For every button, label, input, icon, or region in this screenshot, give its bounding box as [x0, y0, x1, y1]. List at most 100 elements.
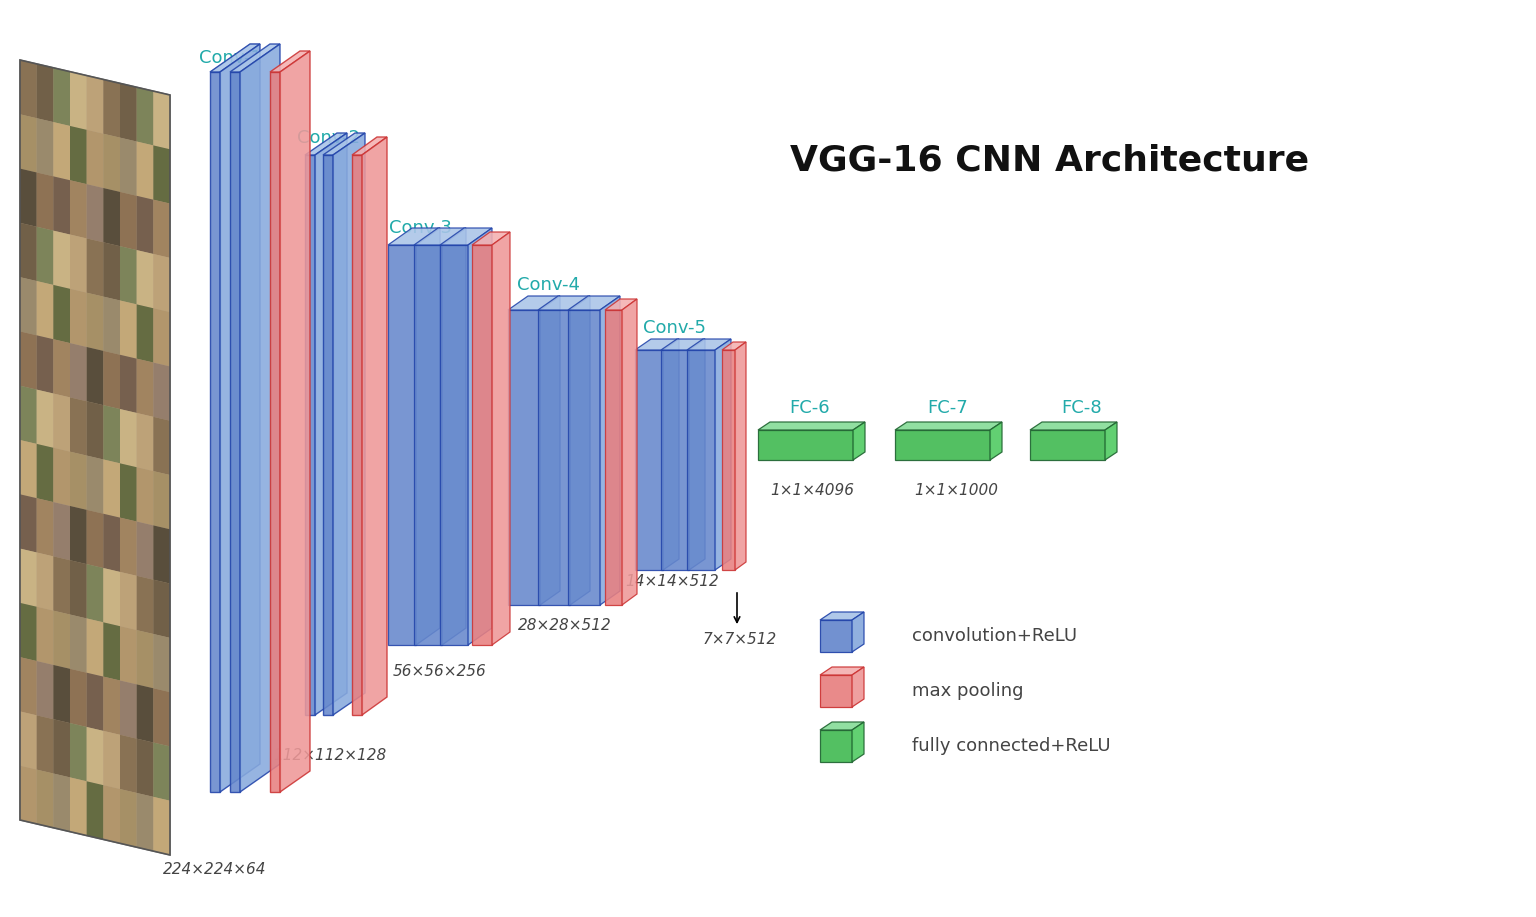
- Polygon shape: [54, 447, 71, 506]
- Polygon shape: [852, 722, 863, 762]
- Polygon shape: [103, 514, 120, 572]
- Polygon shape: [323, 155, 333, 715]
- Polygon shape: [137, 87, 154, 146]
- Polygon shape: [270, 51, 310, 72]
- Polygon shape: [103, 188, 120, 246]
- Polygon shape: [154, 362, 170, 421]
- Text: VGG-16 CNN Architecture: VGG-16 CNN Architecture: [791, 143, 1310, 177]
- Polygon shape: [154, 417, 170, 475]
- Polygon shape: [86, 130, 103, 188]
- Polygon shape: [54, 774, 71, 832]
- Polygon shape: [852, 667, 863, 707]
- Polygon shape: [137, 304, 154, 362]
- Polygon shape: [120, 138, 137, 196]
- Polygon shape: [37, 281, 54, 339]
- Text: fully connected+ReLU: fully connected+ReLU: [912, 737, 1111, 755]
- Polygon shape: [154, 200, 170, 258]
- Polygon shape: [103, 623, 120, 680]
- Polygon shape: [442, 228, 465, 645]
- Polygon shape: [37, 607, 54, 665]
- Polygon shape: [103, 405, 120, 463]
- Text: 56×56×256: 56×56×256: [393, 665, 487, 679]
- Polygon shape: [137, 739, 154, 797]
- Polygon shape: [54, 285, 71, 343]
- Polygon shape: [820, 667, 863, 675]
- Text: FC-7: FC-7: [928, 399, 968, 417]
- Polygon shape: [315, 133, 347, 715]
- Polygon shape: [103, 459, 120, 517]
- Polygon shape: [71, 126, 86, 184]
- Polygon shape: [570, 296, 590, 605]
- Polygon shape: [86, 510, 103, 568]
- Polygon shape: [120, 517, 137, 576]
- Polygon shape: [120, 572, 137, 630]
- Polygon shape: [415, 228, 465, 245]
- Polygon shape: [508, 296, 561, 310]
- Text: Conv-5: Conv-5: [644, 319, 707, 337]
- Polygon shape: [120, 301, 137, 359]
- Polygon shape: [54, 611, 71, 668]
- Polygon shape: [120, 735, 137, 793]
- Polygon shape: [137, 413, 154, 471]
- Polygon shape: [71, 343, 86, 402]
- Polygon shape: [20, 169, 37, 226]
- Polygon shape: [54, 339, 71, 397]
- Polygon shape: [622, 299, 637, 605]
- Polygon shape: [240, 44, 280, 792]
- Polygon shape: [20, 60, 37, 118]
- Polygon shape: [333, 133, 366, 715]
- Polygon shape: [54, 719, 71, 778]
- Polygon shape: [20, 60, 170, 855]
- Polygon shape: [37, 390, 54, 447]
- Polygon shape: [37, 444, 54, 503]
- Polygon shape: [352, 137, 387, 155]
- Text: Conv-3: Conv-3: [389, 219, 452, 237]
- Polygon shape: [86, 456, 103, 514]
- Text: Conv-2: Conv-2: [296, 129, 359, 147]
- Polygon shape: [568, 310, 601, 605]
- Polygon shape: [54, 665, 71, 724]
- Polygon shape: [37, 226, 54, 285]
- Polygon shape: [154, 91, 170, 149]
- Polygon shape: [120, 463, 137, 522]
- Polygon shape: [37, 661, 54, 719]
- Polygon shape: [20, 548, 37, 607]
- Polygon shape: [389, 228, 439, 245]
- Polygon shape: [852, 422, 865, 460]
- Polygon shape: [210, 72, 220, 792]
- Polygon shape: [660, 350, 690, 570]
- Polygon shape: [154, 254, 170, 312]
- Polygon shape: [71, 72, 86, 130]
- Polygon shape: [103, 80, 120, 138]
- Polygon shape: [154, 634, 170, 692]
- Polygon shape: [468, 228, 492, 645]
- Polygon shape: [103, 731, 120, 789]
- Polygon shape: [137, 141, 154, 200]
- Polygon shape: [86, 618, 103, 677]
- Polygon shape: [37, 552, 54, 611]
- Polygon shape: [722, 350, 736, 570]
- Polygon shape: [20, 712, 37, 769]
- Polygon shape: [120, 355, 137, 413]
- Polygon shape: [103, 296, 120, 355]
- Polygon shape: [352, 155, 362, 715]
- Polygon shape: [86, 402, 103, 459]
- Polygon shape: [601, 296, 621, 605]
- Polygon shape: [20, 331, 37, 390]
- Text: 1×1×4096: 1×1×4096: [770, 482, 854, 498]
- Polygon shape: [137, 196, 154, 254]
- Polygon shape: [568, 296, 621, 310]
- Polygon shape: [71, 289, 86, 347]
- Polygon shape: [137, 630, 154, 689]
- Polygon shape: [722, 342, 746, 350]
- Polygon shape: [120, 680, 137, 739]
- Polygon shape: [137, 684, 154, 743]
- Polygon shape: [306, 133, 352, 155]
- Text: Conv-1: Conv-1: [198, 49, 261, 67]
- Polygon shape: [472, 245, 492, 645]
- Polygon shape: [660, 339, 705, 350]
- Polygon shape: [20, 440, 37, 498]
- Polygon shape: [20, 277, 37, 336]
- Polygon shape: [154, 308, 170, 367]
- Polygon shape: [103, 785, 120, 844]
